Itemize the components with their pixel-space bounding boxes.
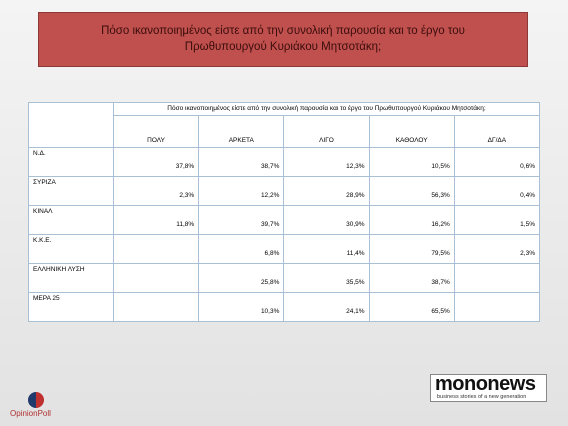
cell: 37,8% [112,147,200,177]
table-row: ΚΙΝΑΛ 11,8% 39,7% 30,9% 16,2% 1,5% [28,205,541,235]
cell: 38,7% [198,147,285,177]
cell: 28,9% [283,176,370,206]
table-row: ΕΛΛΗΝΙΚΗ ΛΥΣΗ 25,8% 35,5% 38,7% [28,263,541,293]
cell: 2,3% [453,234,541,264]
corner-cell [28,102,114,148]
cell: 35,5% [283,263,370,293]
cell: 56,3% [368,176,455,206]
row-label: ΕΛΛΗΝΙΚΗ ΛΥΣΗ [28,263,114,293]
table-row: Κ.Κ.Ε. 6,8% 11,4% 79,5% 2,3% [28,234,541,264]
cell: 30,9% [283,205,370,235]
cell: 6,8% [198,234,285,264]
row-label: ΣΥΡΙΖΑ [28,176,114,206]
cell: 24,1% [283,292,370,322]
row-label: ΜΕΡΑ 25 [28,292,114,322]
column-header: ΠΟΛΥ [112,115,200,148]
row-label: Κ.Κ.Ε. [28,234,114,264]
cell: 39,7% [198,205,285,235]
column-header-row: ΠΟΛΥ ΑΡΚΕΤΑ ΛΙΓΟ ΚΑΘΟΛΟΥ ΔΓ/ΔΑ [29,115,541,148]
table-title: Πόσο ικανοποιημένος είστε από την συνολι… [113,102,540,116]
cell: 25,8% [198,263,285,293]
cell: 11,8% [112,205,200,235]
cell [112,292,200,322]
opinionpoll-logo: OpinionPoll [10,409,51,418]
logo-tagline: business stories of a new generation [437,394,527,400]
table-row: Ν.Δ. 37,8% 38,7% 12,3% 10,5% 0,6% [28,147,541,177]
cell: 10,3% [198,292,285,322]
cell: 65,5% [368,292,455,322]
table-row: ΣΥΡΙΖΑ 2,3% 12,2% 28,9% 56,3% 0,4% [28,176,541,206]
row-label: Ν.Δ. [28,147,114,177]
opinionpoll-icon [28,392,44,408]
cell: 38,7% [368,263,455,293]
cell: 12,3% [283,147,370,177]
column-header: ΔΓ/ΔΑ [453,115,541,148]
cell: 0,6% [453,147,541,177]
cell: 79,5% [368,234,455,264]
cell [112,263,200,293]
cell: 16,2% [368,205,455,235]
cell [112,234,200,264]
cell: 1,5% [453,205,541,235]
cell: 11,4% [283,234,370,264]
cell: 10,5% [368,147,455,177]
results-table: Πόσο ικανοποιημένος είστε από την συνολι… [28,102,541,322]
cell: 2,3% [112,176,200,206]
cell [453,292,541,322]
logo-text: mononews [435,373,536,395]
cell: 0,4% [453,176,541,206]
table-row: ΜΕΡΑ 25 10,3% 24,1% 65,5% [28,292,541,322]
table-title-row: Πόσο ικανοποιημένος είστε από την συνολι… [28,102,540,148]
title: Πόσο ικανοποιημένος είστε από την συνολι… [101,24,465,53]
title-banner: Πόσο ικανοποιημένος είστε από την συνολι… [38,12,528,67]
cell: 12,2% [198,176,285,206]
column-header: ΑΡΚΕΤΑ [198,115,285,148]
cell [453,263,541,293]
mononews-logo: mononews business stories of a new gener… [430,373,547,402]
column-header: ΛΙΓΟ [283,115,370,148]
row-label: ΚΙΝΑΛ [28,205,114,235]
column-header: ΚΑΘΟΛΟΥ [368,115,455,148]
